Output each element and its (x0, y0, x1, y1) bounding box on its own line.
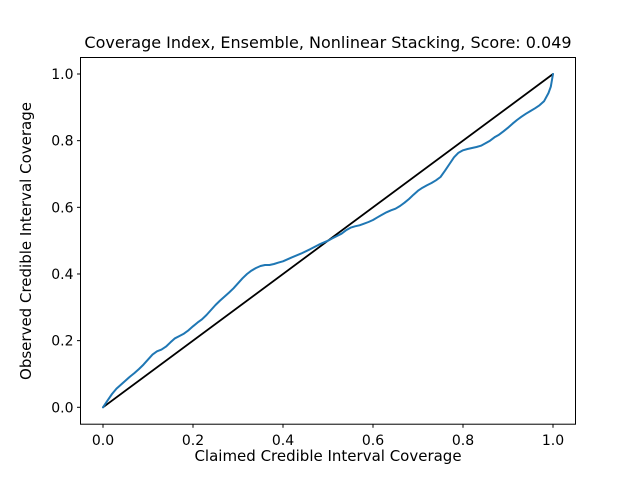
x-tick-label: 0.2 (182, 433, 204, 449)
observed-coverage-line (102, 73, 554, 409)
y-tick-label: 0.8 (51, 134, 73, 150)
x-tick-label: 0.6 (362, 433, 384, 449)
axes-frame (80, 57, 576, 425)
y-tick-label: 1.0 (51, 67, 73, 83)
y-tick-label: 0.6 (51, 200, 73, 216)
y-tick-label: 0.2 (51, 334, 73, 350)
x-tick-label: 0.8 (452, 433, 474, 449)
y-tick-label: 0.0 (51, 400, 73, 416)
x-tick-label: 1.0 (542, 433, 564, 449)
chart-title: Coverage Index, Ensemble, Nonlinear Stac… (84, 33, 572, 52)
x-tick-label: 0.4 (272, 433, 294, 449)
x-tick-label: 0.0 (92, 433, 114, 449)
x-axis-label: Claimed Credible Interval Coverage (194, 447, 462, 465)
y-tick-label: 0.4 (51, 267, 73, 283)
